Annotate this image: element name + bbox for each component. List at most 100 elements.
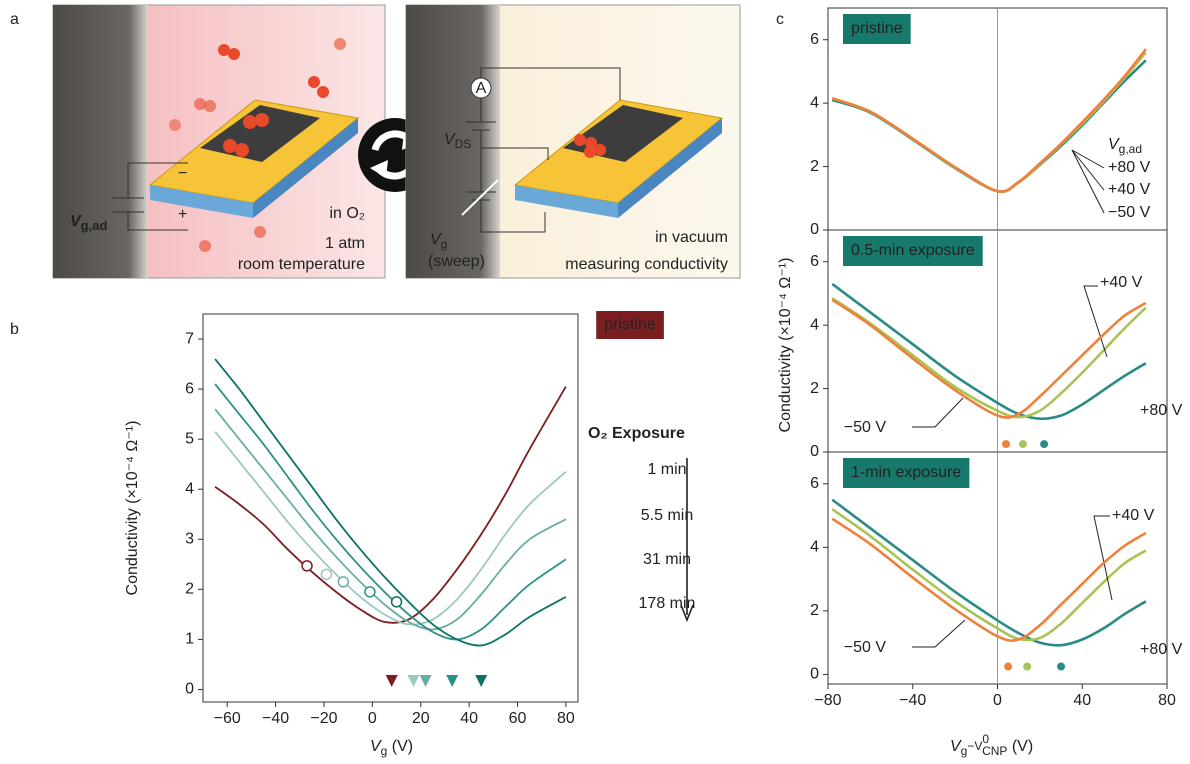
label-part: V	[370, 738, 382, 755]
x-tick-label: −40	[899, 692, 926, 709]
cnp-marker	[385, 675, 398, 687]
series-label: +80 V	[1108, 159, 1151, 176]
point-marker	[337, 576, 350, 588]
legend-title: Vg,ad	[1108, 136, 1142, 156]
x-tick-label: 80	[1158, 692, 1176, 709]
cnp-marker	[475, 675, 488, 687]
device-side	[618, 118, 722, 218]
legend-label: 5.5 min	[641, 507, 693, 524]
chart-panel: 0 2 4 6 Conductivity (×10⁻⁴ Ω⁻¹) Vg,ad +80 V +4…	[777, 7, 1168, 433]
diagram-right: A VDS Vg (sweep) in vacuum measuring con…	[405, 4, 741, 279]
y-axis-label: Conductivity (×10⁻⁴ Ω⁻¹)	[124, 421, 141, 596]
label-part: CNP	[982, 744, 1007, 758]
wire	[480, 67, 621, 100]
wire	[480, 130, 549, 160]
label-part: g	[441, 237, 448, 251]
label-part: g	[961, 744, 968, 758]
y-tick-label: 5	[185, 430, 194, 447]
data-line	[214, 358, 567, 647]
device-front	[515, 185, 618, 218]
y-tick-label: 6	[810, 253, 819, 270]
label-part: V	[950, 738, 962, 755]
cnp-marker	[1004, 662, 1013, 671]
cnp-marker	[1018, 440, 1027, 449]
environment: in O₂	[329, 205, 365, 222]
leader-line	[912, 619, 966, 648]
y-tick-label: 4	[810, 539, 819, 556]
x-tick-label: 60	[509, 710, 527, 727]
pressure: 1 atm	[325, 235, 365, 252]
label-part: g,ad	[1119, 142, 1142, 156]
legend-box	[596, 311, 664, 339]
label-part: V	[430, 231, 442, 248]
data-line	[214, 431, 567, 626]
cnp-marker	[1040, 440, 1049, 449]
legend-label: 31 min	[643, 551, 691, 568]
data-line	[831, 508, 1147, 642]
vg-ad-label: Vg,ad	[70, 213, 107, 233]
data-line	[831, 498, 1147, 647]
data-line	[214, 408, 567, 631]
molecules	[169, 38, 346, 252]
minus-sign: −	[178, 165, 187, 182]
y-tick-label: 6	[810, 31, 819, 48]
point-marker	[301, 560, 313, 572]
x-tick-label: 80	[557, 710, 575, 727]
label-part: −V	[967, 739, 982, 753]
device-side	[253, 118, 358, 218]
leader-line	[1093, 515, 1113, 601]
y-tick-label: 2	[810, 158, 819, 175]
chart-panel: 0 2 4 6 +80 V +40 V −50 V	[810, 229, 1183, 460]
leader-line	[1083, 285, 1108, 358]
electrode-strip	[53, 5, 148, 278]
title-box	[843, 458, 970, 488]
data-line	[214, 386, 567, 624]
y-tick-label: 0	[810, 666, 819, 683]
title-box	[843, 236, 983, 266]
cnp-marker	[1057, 662, 1066, 671]
label-part: g	[381, 744, 388, 758]
x-tick-label: 0	[368, 710, 377, 727]
plus-sign: +	[178, 206, 187, 223]
label-part: V	[70, 213, 82, 230]
ammeter-label: A	[476, 80, 487, 97]
label-part: g,ad	[81, 218, 108, 233]
legend-label: 178 min	[639, 595, 696, 612]
series-label: +80 V	[1140, 402, 1183, 419]
y-tick-label: 6	[185, 380, 194, 397]
diagram-left: Vg,ad − + in O₂ 1 atm room temperature	[52, 4, 386, 279]
title-box	[843, 14, 911, 44]
y-axis-label: Conductivity (×10⁻⁴ Ω⁻¹)	[777, 258, 794, 433]
x-tick-label: −80	[814, 692, 841, 709]
cnp-marker	[1023, 662, 1032, 671]
sweep-label: (sweep)	[428, 253, 485, 270]
x-tick-label: 0	[993, 692, 1002, 709]
device-front	[150, 185, 253, 218]
x-axis-label: Vg (V)	[370, 738, 413, 758]
legend-label: 1 min	[647, 461, 686, 478]
leader-line	[1071, 149, 1105, 169]
panel-title: pristine	[851, 20, 903, 37]
series-label: −50 V	[844, 419, 887, 436]
plot-frame	[202, 313, 579, 703]
y-tick-label: 4	[185, 480, 194, 497]
data-line	[831, 517, 1147, 642]
variable-arrow	[461, 179, 499, 216]
label-part: 0	[982, 732, 989, 746]
panel-label: c	[776, 11, 784, 28]
y-tick-label: 1	[185, 631, 194, 648]
environment: in vacuum	[655, 229, 728, 246]
point-marker	[390, 596, 403, 608]
time-arrow	[680, 458, 694, 623]
y-tick-label: 2	[810, 602, 819, 619]
series-label: +80 V	[1140, 641, 1183, 658]
panel-title: 0.5-min exposure	[851, 242, 975, 259]
data-line	[831, 48, 1147, 193]
panel-label: b	[10, 321, 19, 338]
y-tick-label: 0	[810, 443, 819, 460]
task: measuring conductivity	[565, 256, 728, 273]
legend-label: pristine	[604, 316, 656, 333]
y-tick-label: 7	[185, 330, 194, 347]
wire	[480, 200, 546, 233]
x-tick-label: 20	[412, 710, 430, 727]
